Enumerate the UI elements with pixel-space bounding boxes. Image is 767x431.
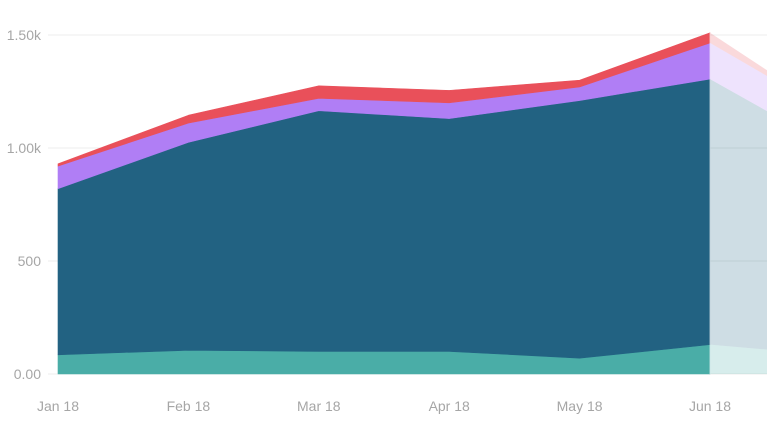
- y-tick-label: 500: [18, 253, 42, 269]
- y-axis-tick-labels: 0.00 500 1.00k 1.50k: [7, 27, 42, 382]
- x-tick-label: Feb 18: [167, 398, 211, 414]
- series-area-2-projected: [710, 79, 767, 350]
- x-tick-label: Mar 18: [297, 398, 341, 414]
- x-tick-label: Jan 18: [37, 398, 79, 414]
- series-area-2: [57, 78, 711, 359]
- x-tick-label: Jun 18: [689, 398, 731, 414]
- x-tick-label: May 18: [557, 398, 603, 414]
- series-areas: [57, 32, 767, 375]
- x-tick-label: Apr 18: [429, 398, 470, 414]
- y-tick-label: 1.00k: [7, 140, 42, 156]
- y-tick-label: 1.50k: [7, 27, 42, 43]
- series-area-4-projected: [710, 32, 767, 77]
- series-area-3-projected: [710, 42, 767, 112]
- series-area-1-projected: [710, 344, 767, 374]
- x-axis-tick-labels: Jan 18 Feb 18 Mar 18 Apr 18 May 18 Jun 18: [37, 398, 731, 414]
- y-tick-label: 0.00: [14, 366, 41, 382]
